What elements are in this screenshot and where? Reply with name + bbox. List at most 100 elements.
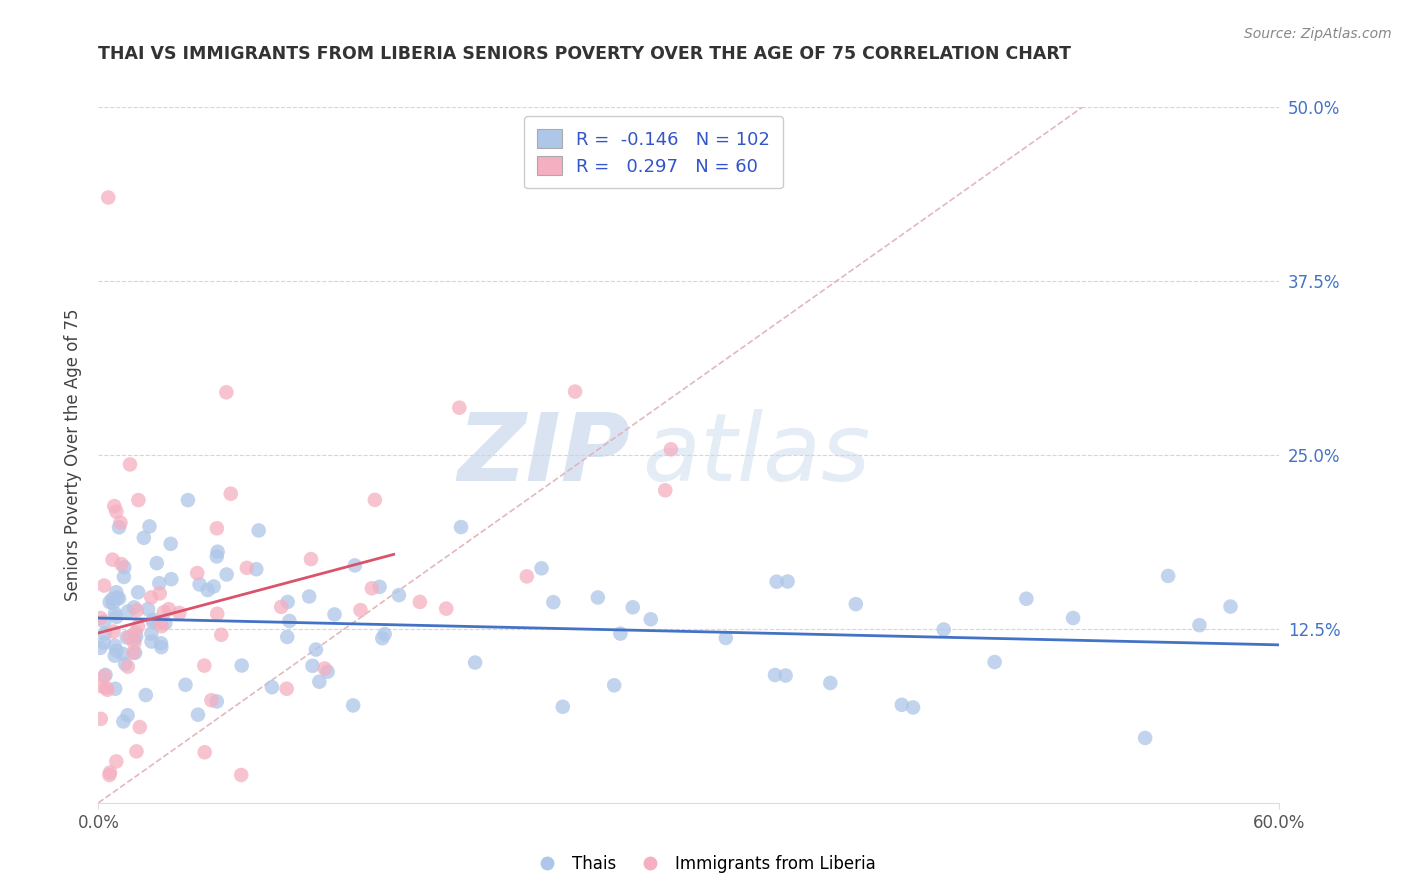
Text: atlas: atlas (641, 409, 870, 500)
Point (371, 631, 394, 645)
Point (342, 698, 364, 713)
Point (530, 561, 553, 575)
Point (776, 574, 799, 589)
Point (409, 595, 432, 609)
Point (103, 499, 125, 513)
Legend: Thais, Immigrants from Liberia: Thais, Immigrants from Liberia (524, 848, 882, 880)
Point (153, 605, 176, 619)
Point (464, 656, 486, 670)
Point (169, 606, 191, 620)
Point (125, 630, 148, 644)
Point (187, 707, 209, 722)
Point (360, 582, 382, 596)
Point (141, 591, 163, 605)
Point (127, 585, 149, 599)
Point (1219, 599, 1241, 614)
Point (1133, 731, 1156, 745)
Point (104, 648, 127, 663)
Point (127, 619, 149, 633)
Point (125, 603, 148, 617)
Point (763, 668, 786, 682)
Point (112, 647, 135, 661)
Point (188, 577, 211, 591)
Point (90, 679, 112, 693)
Point (450, 520, 472, 534)
Point (160, 572, 183, 586)
Point (150, 640, 173, 654)
Text: ZIP: ZIP (457, 409, 630, 501)
Point (94, 668, 117, 682)
Point (98, 595, 121, 609)
Point (564, 384, 586, 399)
Point (983, 655, 1005, 669)
Point (205, 549, 228, 564)
Point (270, 599, 292, 614)
Point (231, 658, 253, 673)
Point (112, 714, 135, 729)
Point (277, 595, 299, 609)
Point (586, 591, 609, 605)
Point (115, 631, 138, 645)
Point (98, 765, 121, 780)
Point (1188, 618, 1211, 632)
Point (108, 591, 131, 606)
Point (135, 688, 157, 702)
Point (142, 613, 165, 627)
Point (128, 720, 150, 734)
Point (215, 385, 238, 400)
Point (93, 626, 115, 640)
Text: THAI VS IMMIGRANTS FROM LIBERIA SENIORS POVERTY OVER THE AGE OF 75 CORRELATION C: THAI VS IMMIGRANTS FROM LIBERIA SENIORS … (98, 45, 1071, 62)
Point (260, 680, 283, 694)
Point (142, 615, 165, 629)
Point (368, 580, 391, 594)
Point (890, 698, 912, 712)
Point (117, 659, 139, 673)
Point (186, 566, 208, 580)
Point (205, 607, 228, 621)
Legend: R =  -0.146   N = 102, R =   0.297   N = 60: R = -0.146 N = 102, R = 0.297 N = 60 (524, 116, 783, 188)
Point (108, 520, 131, 534)
Point (132, 531, 155, 545)
Point (765, 574, 787, 589)
Point (127, 493, 149, 508)
Point (122, 646, 145, 660)
Point (104, 681, 127, 696)
Point (323, 607, 346, 622)
Point (114, 657, 136, 671)
Point (105, 591, 128, 605)
Point (110, 516, 132, 530)
Point (101, 591, 124, 606)
Point (305, 642, 328, 657)
Point (205, 694, 228, 708)
Point (659, 442, 682, 457)
Point (150, 619, 173, 633)
Point (215, 567, 238, 582)
Point (207, 544, 229, 558)
Point (105, 755, 128, 769)
Point (247, 524, 270, 538)
Point (101, 552, 124, 566)
Point (93, 636, 115, 650)
Point (89, 640, 111, 655)
Point (149, 615, 172, 630)
Point (551, 699, 574, 714)
Point (150, 636, 173, 650)
Point (205, 521, 228, 535)
Point (434, 601, 457, 615)
Point (714, 631, 737, 645)
Point (155, 616, 177, 631)
Point (141, 634, 163, 648)
Point (112, 560, 135, 574)
Point (138, 519, 160, 533)
Point (202, 579, 225, 593)
Point (97, 190, 120, 204)
Point (901, 700, 924, 714)
Point (148, 576, 170, 591)
Point (449, 401, 471, 415)
Point (209, 628, 232, 642)
Point (118, 630, 141, 644)
Point (820, 676, 842, 690)
Point (245, 562, 267, 576)
Point (174, 678, 197, 692)
Point (193, 658, 215, 673)
